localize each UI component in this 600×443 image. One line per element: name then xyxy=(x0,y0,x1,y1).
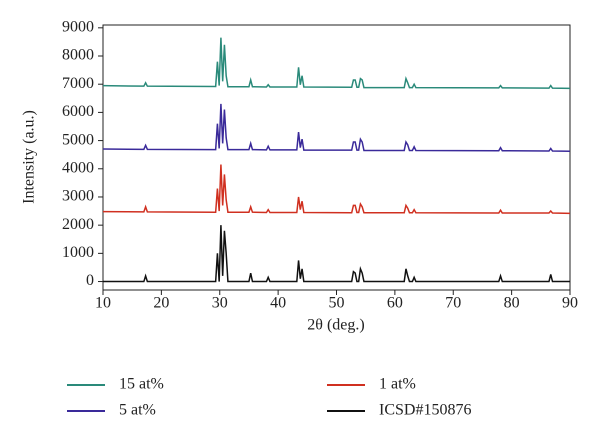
legend-label: 15 at% xyxy=(119,376,164,393)
x-tick-label: 90 xyxy=(562,295,578,312)
legend-label: 1 at% xyxy=(379,376,416,393)
y-tick-label: 1000 xyxy=(62,244,94,261)
y-tick-label: 9000 xyxy=(62,18,94,35)
x-tick-label: 70 xyxy=(445,295,461,312)
legend-label: ICSD#150876 xyxy=(379,402,471,419)
x-tick-label: 20 xyxy=(153,295,169,312)
y-tick-label: 5000 xyxy=(62,131,94,148)
series-line xyxy=(103,225,570,283)
legend-label: 5 at% xyxy=(119,402,156,419)
series-line xyxy=(102,103,571,153)
series-line xyxy=(102,164,571,215)
y-axis-label: Intensity (a.u.) xyxy=(21,110,38,204)
plot-frame xyxy=(102,24,571,291)
y-tick-label: 3000 xyxy=(62,188,94,205)
x-tick-label: 30 xyxy=(212,295,228,312)
y-tick-label: 7000 xyxy=(62,75,94,92)
x-axis-label: 2θ (deg.) xyxy=(307,317,364,334)
x-tick-label: 60 xyxy=(387,295,403,312)
series-line xyxy=(102,37,571,90)
x-tick-label: 50 xyxy=(329,295,345,312)
y-tick-label: 6000 xyxy=(62,103,94,120)
x-tick-label: 40 xyxy=(270,295,286,312)
y-tick-label: 2000 xyxy=(62,216,94,233)
x-tick-label: 10 xyxy=(95,295,111,312)
x-tick-label: 80 xyxy=(504,295,520,312)
y-tick-label: 4000 xyxy=(62,159,94,176)
y-tick-label: 0 xyxy=(86,272,94,289)
y-tick-label: 8000 xyxy=(62,47,94,64)
